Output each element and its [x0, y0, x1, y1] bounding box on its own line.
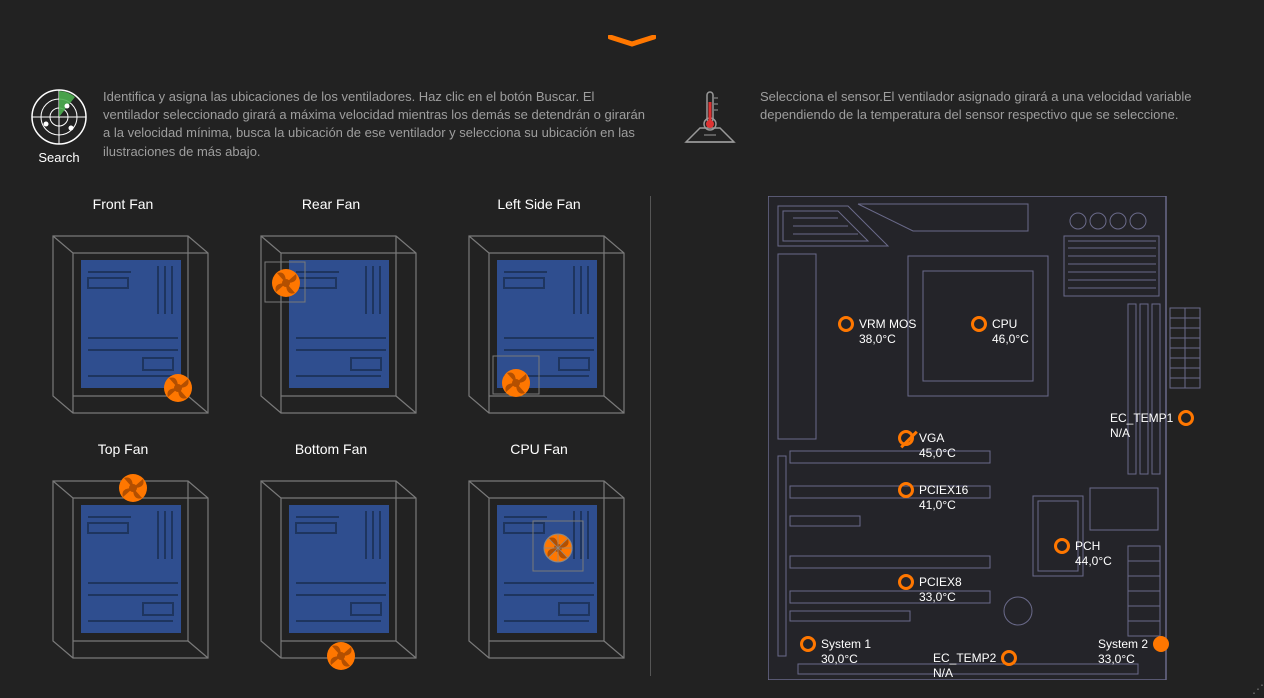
header-right: Selecciona el sensor.El ventilador asign… — [680, 88, 1224, 161]
sensor-temp: 38,0°C — [859, 332, 916, 346]
sensor-ring-icon — [1153, 636, 1169, 652]
fan-location-front[interactable]: Front Fan — [24, 196, 222, 416]
sensor-ring-icon — [1001, 650, 1017, 666]
fan-icon — [118, 473, 148, 503]
sensor-ring-icon — [898, 574, 914, 590]
search-radar-icon[interactable]: Search — [30, 88, 88, 146]
sensor-ring-icon — [1054, 538, 1070, 554]
fan-label: Top Fan — [98, 441, 149, 457]
sensor-ring-icon — [1178, 410, 1194, 426]
sensor-ring-icon — [971, 316, 987, 332]
fan-label: Left Side Fan — [497, 196, 580, 212]
sensor-instructions-text: Selecciona el sensor.El ventilador asign… — [760, 88, 1224, 161]
sensor-temp: N/A — [933, 666, 1017, 680]
sensor-pciex8[interactable]: PCIEX833,0°C — [898, 574, 962, 604]
sensor-temp: 30,0°C — [821, 652, 871, 666]
sensor-system2[interactable]: System 233,0°C — [1098, 636, 1169, 666]
fan-location-left[interactable]: Left Side Fan — [440, 196, 638, 416]
resize-grip[interactable]: ⋰ — [1252, 682, 1262, 696]
sensor-temp: 33,0°C — [1098, 652, 1169, 666]
sensor-label: System 2 — [1098, 637, 1148, 651]
case-illustration — [33, 218, 213, 416]
sensor-ring-icon — [838, 316, 854, 332]
sensor-pch[interactable]: PCH44,0°C — [1054, 538, 1112, 568]
fan-icon — [163, 373, 193, 403]
sensor-temp: 44,0°C — [1075, 554, 1112, 568]
sensor-pciex16[interactable]: PCIEX1641,0°C — [898, 482, 968, 512]
sensor-ring-icon — [800, 636, 816, 652]
fan-location-rear[interactable]: Rear Fan — [232, 196, 430, 416]
fan-location-bottom[interactable]: Bottom Fan — [232, 441, 430, 661]
sensor-label: PCIEX8 — [919, 575, 962, 589]
sensor-ring-icon — [898, 430, 914, 446]
sensor-label: VGA — [919, 431, 944, 445]
sensor-temp: 46,0°C — [992, 332, 1029, 346]
thermometer-icon — [680, 88, 740, 148]
fan-location-grid: Front Fan Rear Fan — [24, 196, 638, 661]
fan-icon — [271, 268, 301, 298]
vertical-divider — [650, 196, 651, 676]
case-illustration — [241, 218, 421, 416]
sensor-temp: 41,0°C — [919, 498, 968, 512]
fan-icon — [543, 533, 573, 563]
sensor-ring-icon — [898, 482, 914, 498]
fan-location-cpu[interactable]: CPU Fan — [440, 441, 638, 661]
fan-label: Front Fan — [93, 196, 154, 212]
sensor-temp: N/A — [1110, 426, 1194, 440]
sensor-label: System 1 — [821, 637, 871, 651]
sensor-label: PCH — [1075, 539, 1100, 553]
sensor-label: EC_TEMP1 — [1110, 411, 1173, 425]
fan-label: Rear Fan — [302, 196, 360, 212]
sensor-ectemp1[interactable]: EC_TEMP1N/A — [1110, 410, 1194, 440]
fan-icon — [326, 641, 356, 671]
case-illustration — [449, 218, 629, 416]
sensor-ectemp2[interactable]: EC_TEMP2N/A — [933, 650, 1017, 680]
sensor-temp: 33,0°C — [919, 590, 962, 604]
header-row: Search Identifica y asigna las ubicacion… — [30, 88, 1224, 161]
sensor-vga[interactable]: VGA45,0°C — [898, 430, 956, 460]
case-illustration — [241, 463, 421, 661]
fan-instructions-text: Identifica y asigna las ubicaciones de l… — [103, 88, 650, 161]
fan-label: CPU Fan — [510, 441, 568, 457]
case-illustration — [449, 463, 629, 661]
fan-location-top[interactable]: Top Fan — [24, 441, 222, 661]
sensor-label: CPU — [992, 317, 1017, 331]
header-left: Search Identifica y asigna las ubicacion… — [30, 88, 650, 161]
sensor-label: EC_TEMP2 — [933, 651, 996, 665]
sensor-system1[interactable]: System 130,0°C — [800, 636, 871, 666]
sensor-label: PCIEX16 — [919, 483, 968, 497]
motherboard-diagram: VRM MOS38,0°CCPU46,0°CEC_TEMP1N/AVGA45,0… — [768, 196, 1216, 680]
sensor-vrm[interactable]: VRM MOS38,0°C — [838, 316, 916, 346]
case-illustration — [33, 463, 213, 661]
sensor-cpu[interactable]: CPU46,0°C — [971, 316, 1029, 346]
search-label: Search — [30, 150, 88, 165]
sensor-temp: 45,0°C — [919, 446, 956, 460]
collapse-chevron[interactable] — [608, 35, 656, 47]
sensor-label: VRM MOS — [859, 317, 916, 331]
fan-icon — [501, 368, 531, 398]
fan-label: Bottom Fan — [295, 441, 367, 457]
